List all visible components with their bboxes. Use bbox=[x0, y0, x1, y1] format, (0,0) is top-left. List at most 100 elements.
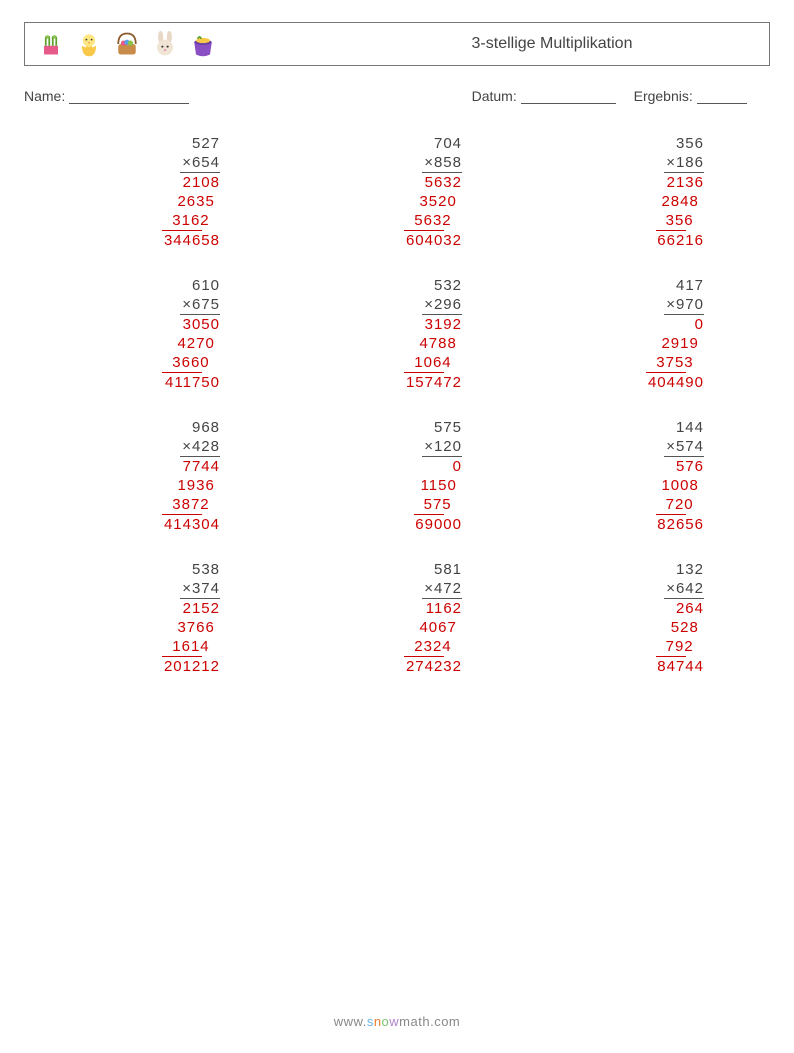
multiplicand: 532 bbox=[332, 276, 462, 295]
partial-product: 720 bbox=[574, 495, 704, 514]
partial-product: 1064 bbox=[332, 353, 462, 372]
score-blank bbox=[697, 90, 747, 104]
product-result: 274232 bbox=[332, 657, 462, 676]
multiplication-problem: 575 ×120 01150 575 69000 bbox=[332, 418, 462, 534]
partial-product: 3050 bbox=[90, 315, 220, 334]
multiplicand: 132 bbox=[574, 560, 704, 579]
footer: www.snowmath.com bbox=[0, 1014, 794, 1029]
footer-prefix: www. bbox=[334, 1014, 367, 1029]
partial-product: 2152 bbox=[90, 599, 220, 618]
partial-product: 0 bbox=[574, 315, 704, 334]
multiplicand: 417 bbox=[574, 276, 704, 295]
multiplier: ×858 bbox=[332, 153, 462, 172]
product-result: 82656 bbox=[574, 515, 704, 534]
partial-product: 1614 bbox=[90, 637, 220, 656]
partial-product: 576 bbox=[574, 457, 704, 476]
footer-n: n bbox=[374, 1014, 382, 1029]
footer-w: w bbox=[389, 1014, 399, 1029]
partial-product: 0 bbox=[332, 457, 462, 476]
partial-product: 3162 bbox=[90, 211, 220, 230]
multiplication-problem: 532 ×296 3192 4788 1064 157472 bbox=[332, 276, 462, 392]
footer-rest: math bbox=[399, 1014, 430, 1029]
multiplication-problem: 527 ×654 2108 2635 3162 344658 bbox=[90, 134, 220, 250]
date-blank bbox=[521, 90, 616, 104]
multiplication-problem: 132 ×642 264 528 792 84744 bbox=[574, 560, 704, 676]
worksheet-title: 3-stellige Multiplikation bbox=[217, 35, 757, 53]
multiplicand: 575 bbox=[332, 418, 462, 437]
multiplier: ×374 bbox=[90, 579, 220, 598]
name-blank bbox=[69, 90, 189, 104]
multiplier: ×186 bbox=[574, 153, 704, 172]
multiplier: ×574 bbox=[574, 437, 704, 456]
multiplication-problem: 704 ×858 5632 3520 5632 604032 bbox=[332, 134, 462, 250]
problems-grid: 527 ×654 2108 2635 3162 344658 704 ×858 … bbox=[24, 134, 770, 676]
multiplicand: 704 bbox=[332, 134, 462, 153]
multiplicand: 527 bbox=[90, 134, 220, 153]
pot-of-gold-icon bbox=[189, 30, 217, 58]
partial-product: 4270 bbox=[90, 334, 220, 353]
multiplier: ×642 bbox=[574, 579, 704, 598]
multiplication-problem: 417 ×970 0 2919 3753 404490 bbox=[574, 276, 704, 392]
multiplicand: 356 bbox=[574, 134, 704, 153]
partial-product: 1162 bbox=[332, 599, 462, 618]
partial-product: 2635 bbox=[90, 192, 220, 211]
partial-product: 4067 bbox=[332, 618, 462, 637]
partial-product: 3753 bbox=[574, 353, 704, 372]
multiplication-problem: 968 ×428 7744 1936 3872 414304 bbox=[90, 418, 220, 534]
product-result: 69000 bbox=[332, 515, 462, 534]
footer-suffix: .com bbox=[430, 1014, 460, 1029]
product-result: 84744 bbox=[574, 657, 704, 676]
partial-product: 5632 bbox=[332, 211, 462, 230]
multiplication-problem: 610 ×675 3050 4270 3660 411750 bbox=[90, 276, 220, 392]
partial-product: 356 bbox=[574, 211, 704, 230]
partial-product: 2136 bbox=[574, 173, 704, 192]
partial-product: 3520 bbox=[332, 192, 462, 211]
chick-egg-icon bbox=[75, 30, 103, 58]
product-result: 201212 bbox=[90, 657, 220, 676]
partial-product: 2108 bbox=[90, 173, 220, 192]
easter-basket-icon bbox=[113, 30, 141, 58]
multiplier: ×472 bbox=[332, 579, 462, 598]
product-result: 66216 bbox=[574, 231, 704, 250]
product-result: 604032 bbox=[332, 231, 462, 250]
product-result: 344658 bbox=[90, 231, 220, 250]
multiplicand: 610 bbox=[90, 276, 220, 295]
partial-product: 3766 bbox=[90, 618, 220, 637]
meta-row: Name: Datum: Ergebnis: bbox=[24, 88, 770, 104]
partial-product: 1150 bbox=[332, 476, 462, 495]
multiplication-problem: 538 ×374 2152 3766 1614 201212 bbox=[90, 560, 220, 676]
partial-product: 1008 bbox=[574, 476, 704, 495]
multiplication-problem: 144 ×574 5761008 720 82656 bbox=[574, 418, 704, 534]
partial-product: 792 bbox=[574, 637, 704, 656]
partial-product: 575 bbox=[332, 495, 462, 514]
multiplier: ×654 bbox=[90, 153, 220, 172]
multiplicand: 581 bbox=[332, 560, 462, 579]
partial-product: 264 bbox=[574, 599, 704, 618]
multiplicand: 968 bbox=[90, 418, 220, 437]
date-label: Datum: bbox=[472, 88, 517, 104]
partial-product: 4788 bbox=[332, 334, 462, 353]
footer-s: s bbox=[367, 1014, 374, 1029]
product-result: 404490 bbox=[574, 373, 704, 392]
multiplier: ×120 bbox=[332, 437, 462, 456]
partial-product: 2324 bbox=[332, 637, 462, 656]
partial-product: 2848 bbox=[574, 192, 704, 211]
plant-pot-icon bbox=[37, 30, 65, 58]
multiplication-problem: 356 ×186 21362848 356 66216 bbox=[574, 134, 704, 250]
multiplicand: 538 bbox=[90, 560, 220, 579]
multiplier: ×296 bbox=[332, 295, 462, 314]
bunny-face-icon bbox=[151, 30, 179, 58]
name-label: Name: bbox=[24, 88, 65, 104]
product-result: 411750 bbox=[90, 373, 220, 392]
partial-product: 3192 bbox=[332, 315, 462, 334]
product-result: 157472 bbox=[332, 373, 462, 392]
partial-product: 7744 bbox=[90, 457, 220, 476]
product-result: 414304 bbox=[90, 515, 220, 534]
multiplier: ×428 bbox=[90, 437, 220, 456]
partial-product: 3660 bbox=[90, 353, 220, 372]
score-label: Ergebnis: bbox=[634, 88, 693, 104]
multiplier: ×970 bbox=[574, 295, 704, 314]
partial-product: 2919 bbox=[574, 334, 704, 353]
multiplication-problem: 581 ×472 1162 4067 2324 274232 bbox=[332, 560, 462, 676]
partial-product: 528 bbox=[574, 618, 704, 637]
